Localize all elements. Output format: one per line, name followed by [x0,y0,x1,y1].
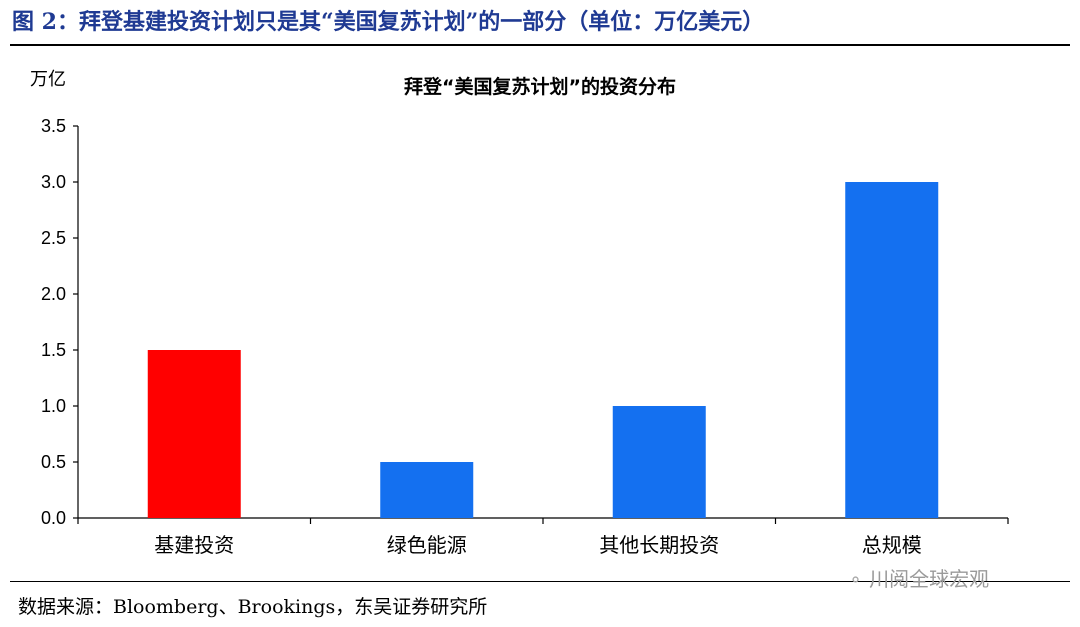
watermark-text: 川阅全球宏观 [869,567,990,591]
y-tick-label: 2.0 [41,284,66,304]
bar [845,182,939,518]
y-tick-label: 3.5 [41,116,66,136]
bar [147,350,241,518]
y-tick-label: 0.0 [41,508,66,528]
source-note: 数据来源：Bloomberg、Brookings，东吴证券研究所 [18,596,488,618]
y-tick-label: 2.5 [41,228,66,248]
x-tick-label: 其他长期投资 [599,533,719,557]
bar [612,406,706,518]
y-tick-label: 1.5 [41,340,66,360]
top-divider [10,44,1070,46]
figure-title: 图 2：拜登基建投资计划只是其“美国复苏计划”的一部分（单位：万亿美元） [12,9,765,35]
x-tick-label: 基建投资 [154,533,234,557]
chart-title: 拜登“美国复苏计划”的投资分布 [404,76,676,98]
y-tick-label: 3.0 [41,172,66,192]
y-axis-unit-label: 万亿 [30,69,66,90]
x-tick-label: 总规模 [862,533,922,557]
y-tick-label: 1.0 [41,396,66,416]
watermark: ⚬ 川阅全球宏观 [848,563,989,592]
wechat-icon: ⚬ [848,570,864,591]
x-tick-label: 绿色能源 [387,533,467,557]
bottom-divider [10,581,1070,582]
y-tick-label: 0.5 [41,452,66,472]
bar [380,462,474,518]
